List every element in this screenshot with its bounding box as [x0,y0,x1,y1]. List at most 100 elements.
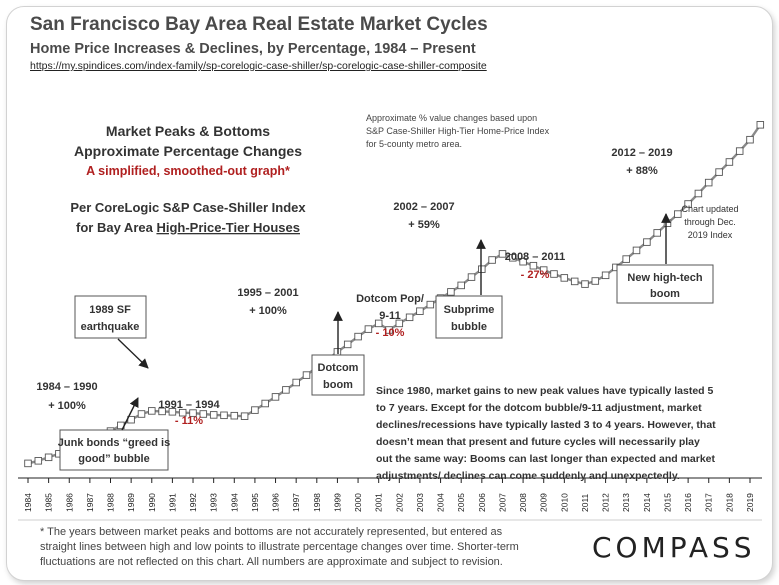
info-index-2-link: High-Price-Tier Houses [156,220,300,235]
data-point [509,254,517,262]
data-point [240,412,249,420]
data-point [405,313,414,322]
x-axis-ticks [27,478,751,483]
x-tick-label: 1993 [209,493,219,512]
x-tick-label: 2018 [724,493,734,512]
callout-earthquake-line: earthquake [81,321,140,333]
data-point [220,411,228,420]
data-point [488,256,496,264]
footnote-line: fluctuations are not reflected on this c… [40,556,503,568]
data-point [364,325,373,333]
x-tick-label: 2012 [601,493,611,512]
x-tick-label: 2015 [662,493,672,512]
info-note: A simplified, smoothed-out graph* [86,164,290,178]
top-note-line: S&P Case-Shiller High-Tier Home-Price In… [366,126,550,136]
cycle-2008-label: 2008 – 2011 [505,251,566,263]
data-point [570,277,579,286]
x-tick-label: 1989 [126,493,136,512]
x-tick-label: 1996 [271,493,281,512]
x-tick-label: 2003 [415,493,425,512]
series-markers [24,121,765,468]
cycle-2002-pct: + 59% [408,219,440,231]
data-point [44,453,53,462]
x-tick-label: 2013 [621,493,631,512]
top-note-line: for 5-county metro area. [366,139,462,149]
callout-subprime-line: Subprime [444,304,495,316]
x-tick-label: 2014 [642,493,652,512]
x-tick-label: 1997 [291,493,301,512]
data-point [148,407,156,415]
data-point [632,246,641,255]
data-point [34,457,43,465]
cycle-1991-label: 1991 – 1994 [158,399,220,411]
data-point [663,219,672,227]
data-point [385,326,393,334]
cycle-2001-label-1: Dotcom Pop/ [356,293,424,305]
data-point [282,386,290,394]
x-tick-label: 1999 [332,493,342,512]
data-point [674,210,682,218]
x-axis-labels: 1984 1985 1986 1987 1988 1989 1990 1991 1992 1993… [23,493,755,512]
x-tick-label: 1984 [23,493,33,512]
x-tick-label: 2019 [745,493,755,512]
x-tick-label: 2006 [477,493,487,512]
source-link[interactable]: https://my.spindices.com/index-family/sp… [30,60,487,72]
data-point [199,410,208,418]
data-point [704,178,713,187]
callout-junk-bonds: Junk bonds “greed is good” bubble [58,429,170,471]
cycle-2001-pct: - 10% [376,327,405,339]
x-tick-label: 2007 [497,493,507,512]
data-point [189,409,197,417]
data-point [343,340,352,349]
arrow-earthquake [117,338,149,369]
callout-subprime: Subprime bubble [435,295,503,339]
footnote: * The years between market peaks and bot… [40,525,560,570]
x-tick-label: 2001 [374,493,384,512]
data-point [178,408,187,417]
info-heading-2: Approximate Percentage Changes [74,143,302,159]
data-point [715,168,723,176]
cycle-1995-pct: + 100% [249,305,287,317]
x-tick-label: 1994 [229,493,239,512]
info-panel: Market Peaks & Bottoms Approximate Perce… [70,123,306,235]
data-point [725,158,734,166]
data-point [24,459,32,468]
data-point [251,406,259,414]
top-note-line: Approximate % value changes based upon [366,113,537,123]
body-text-line: to 7 years. Except for the dotcom bubble… [376,402,702,414]
data-point [581,280,589,288]
page-subtitle: Home Price Increases & Declines, by Perc… [30,41,476,57]
data-point [158,407,166,416]
update-note-line: 2019 Index [688,230,733,240]
cycle-2002-label: 2002 – 2007 [393,201,454,213]
data-point [302,371,311,379]
callout-subprime-line: bubble [451,321,487,333]
x-tick-label: 1988 [106,493,116,512]
x-tick-label: 2017 [704,493,714,512]
data-point [529,261,538,270]
data-point [374,319,383,328]
data-point [498,250,507,258]
data-point [591,277,600,285]
data-point [746,135,754,144]
data-point [416,307,424,315]
info-index-1: Per CoreLogic S&P Case-Shiller Index [70,200,306,215]
footnote-line: * The years between market peaks and bot… [40,526,503,538]
data-point [519,257,527,266]
data-point [735,147,744,155]
callout-high-tech: New high-tech boom [616,264,714,304]
data-point [684,200,692,208]
x-tick-label: 1990 [147,493,157,512]
cycle-1984-pct: + 100% [48,400,86,412]
data-point [550,270,558,278]
x-tick-label: 1992 [188,493,198,512]
update-note-line: Chart updated [681,204,738,214]
data-point [261,399,269,408]
compass-logo: COMPASS [592,531,756,564]
callout-junk-line: good” bubble [78,453,149,465]
data-point [137,410,146,418]
body-text-line: doesn’t mean that present and future cyc… [376,436,700,448]
body-text-line: out the same way: Booms can last longer … [376,453,716,465]
cycle-2008-pct: - 27% [521,269,550,281]
top-note: Approximate % value changes based upon S… [366,113,550,149]
